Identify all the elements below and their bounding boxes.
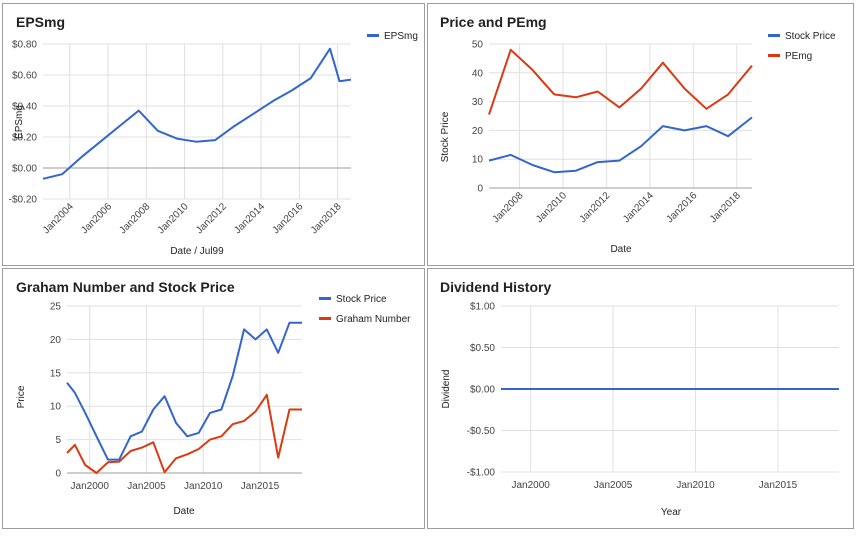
chart-panel-graham-number: Graham Number and Stock Price 0 5 10 15 20 25… [2, 268, 425, 529]
y-tick-label: $1.00 [470, 302, 495, 313]
legend-label: PEmg [785, 51, 812, 62]
y-tick-label: 50 [472, 40, 484, 51]
y-tick-label: $0.00 [470, 385, 495, 396]
legend-label: Stock Price [336, 294, 387, 305]
y-tick-label: $0.50 [470, 343, 495, 354]
y-tick-label: $0.80 [12, 40, 37, 51]
x-tick-label: Jan2010 [156, 201, 191, 236]
legend-label: Stock Price [785, 31, 836, 42]
series-line-graham-number [66, 393, 302, 474]
legend-swatch [319, 297, 331, 300]
legend-label: EPSmg [384, 31, 418, 42]
chart-epsmg: EPSmg -$0.20 $0.00 $0.20 $0.40 $0.60 $0.80 Jan… [9, 14, 418, 257]
x-axis-label: Date / Jul99 [170, 246, 224, 257]
x-tick-label: Jan2006 [79, 201, 114, 236]
chart-panel-epsmg: EPSmg -$0.20 $0.00 $0.20 $0.40 $0.60 $0.80 Jan… [2, 3, 425, 266]
y-tick-label: 30 [472, 97, 484, 108]
y-axis-label: EPSmg [14, 105, 25, 139]
y-tick-label: 15 [50, 368, 62, 379]
x-tick-label: Jan2015 [241, 481, 280, 492]
series-line-pemg [488, 48, 753, 115]
legend-swatch [768, 34, 780, 37]
x-tick-label: Jan2005 [127, 481, 166, 492]
x-tick-label: Jan2004 [41, 201, 76, 236]
y-axis-label: Dividend [441, 370, 452, 409]
y-tick-label: $0.00 [12, 164, 37, 175]
y-tick-label: 20 [50, 335, 62, 346]
chart-title: EPSmg [16, 14, 65, 30]
x-tick-label: Jan2008 [118, 201, 153, 236]
y-tick-label: $0.60 [12, 71, 37, 82]
legend-swatch [319, 317, 331, 320]
y-axis-label: Stock Price [440, 111, 451, 162]
x-tick-label: Jan2000 [511, 480, 550, 491]
y-tick-label: $0.20 [12, 133, 37, 144]
y-tick-label: 10 [50, 402, 62, 413]
x-tick-label: Jan2018 [708, 190, 743, 225]
y-axis-label: Price [16, 385, 27, 408]
x-tick-label: Jan2018 [309, 201, 344, 236]
chart-title: Graham Number and Stock Price [16, 279, 235, 295]
chart-graham-number: Graham Number and Stock Price 0 5 10 15 20 25… [16, 279, 411, 517]
x-tick-label: Jan2016 [271, 201, 306, 236]
chart-panel-price-pemg: Price and PEmg 0 10 20 30 40 50 Jan2008 Jan2010… [427, 3, 854, 266]
chart-title: Price and PEmg [440, 14, 547, 30]
y-tick-label: -$0.20 [9, 195, 38, 206]
x-tick-label: Jan2010 [184, 481, 223, 492]
x-tick-label: Jan2005 [594, 480, 633, 491]
x-axis-label: Date [173, 506, 195, 517]
y-tick-label: $0.40 [12, 102, 37, 113]
x-axis-label: Date [610, 244, 632, 255]
x-axis-label: Year [661, 507, 682, 518]
series-line-stock-price [488, 116, 753, 174]
x-tick-label: Jan2010 [676, 480, 715, 491]
chart-dividend-history: Dividend History -$1.00 -$0.50 $0.00 $0.50 $… [440, 279, 839, 518]
x-tick-label: Jan2008 [491, 190, 526, 225]
x-tick-label: Jan2000 [71, 481, 110, 492]
series-line-stock-price [66, 321, 302, 461]
chart-price-pemg: Price and PEmg 0 10 20 30 40 50 Jan2008 Jan2010… [440, 14, 836, 255]
x-tick-label: Jan2010 [534, 190, 569, 225]
legend-swatch [768, 54, 780, 57]
y-tick-label: 5 [55, 435, 61, 446]
y-tick-label: 25 [50, 302, 62, 313]
chart-title: Dividend History [440, 279, 551, 295]
legend-label: Graham Number [336, 314, 411, 325]
y-tick-label: 0 [55, 469, 61, 480]
y-tick-label: 0 [477, 184, 483, 195]
x-tick-label: Jan2016 [665, 190, 700, 225]
legend-swatch [367, 34, 379, 37]
y-tick-label: 20 [472, 126, 484, 137]
series-line-epsmg [42, 47, 352, 180]
x-tick-label: Jan2012 [578, 190, 613, 225]
y-tick-label: -$1.00 [467, 468, 496, 479]
y-tick-label: 10 [472, 155, 484, 166]
chart-panel-dividend-history: Dividend History -$1.00 -$0.50 $0.00 $0.50 $… [427, 268, 854, 529]
x-tick-label: Jan2014 [621, 190, 656, 225]
y-tick-label: 40 [472, 68, 484, 79]
x-tick-label: Jan2012 [194, 201, 229, 236]
x-tick-label: Jan2015 [759, 480, 798, 491]
y-tick-label: -$0.50 [467, 426, 496, 437]
x-tick-label: Jan2014 [232, 201, 267, 236]
